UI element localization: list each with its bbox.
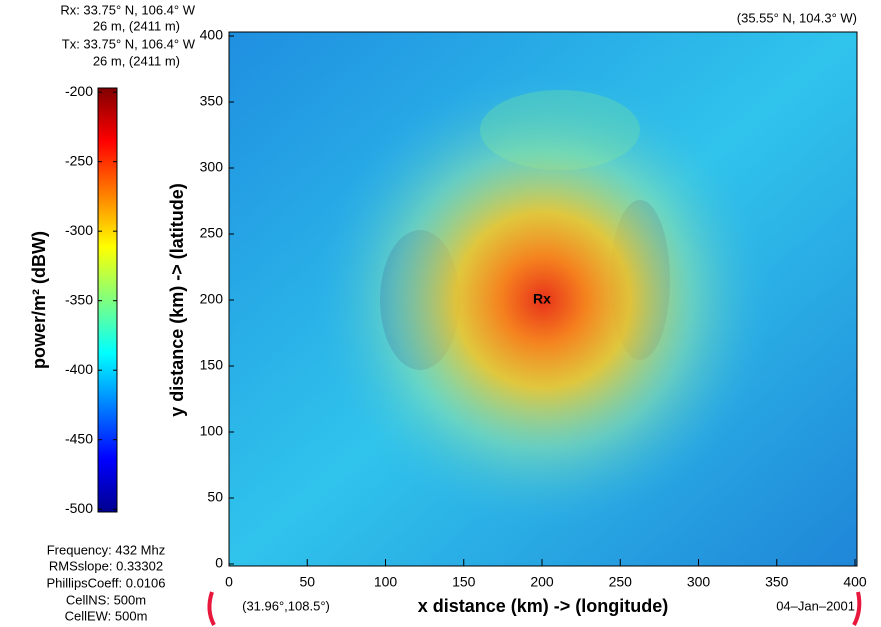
- annotation: RMSslope: 0.33302: [49, 558, 163, 573]
- annotation: (35.55° N, 104.3° W): [737, 10, 857, 25]
- x-tick-label: 100: [374, 574, 398, 590]
- annotation: Frequency: 432 Mhz: [47, 542, 166, 557]
- annotation: 04–Jan–2001: [776, 598, 855, 613]
- annotation: 26 m, (2411 m): [93, 18, 180, 33]
- colorbar-tick-label: -200: [65, 83, 93, 99]
- y-tick-label: 300: [200, 159, 224, 175]
- chart: power/m² (dBW) y distance (km) -> (latit…: [0, 0, 881, 627]
- x-tick-label: 250: [609, 574, 633, 590]
- colorbar: [98, 88, 117, 512]
- annotation: CellEW: 500m: [65, 608, 148, 623]
- x-tick-label: 350: [765, 574, 789, 590]
- colorbar-tick-label: -500: [65, 500, 93, 516]
- colorbar-tick-label: -250: [65, 152, 93, 168]
- colorbar-tick-label: -300: [65, 222, 93, 238]
- y-tick-label: 100: [200, 423, 224, 439]
- y-tick-label: 50: [207, 489, 223, 505]
- annotation: PhillipsCoeff: 0.0106: [46, 575, 165, 590]
- annotation: Rx: 33.75° N, 106.4° W: [60, 2, 195, 17]
- rx-marker: Rx: [533, 291, 551, 307]
- colorbar-label: power/m² (dBW): [29, 231, 49, 369]
- y-tick-label: 400: [200, 27, 224, 43]
- annotation: (31.96°,108.5°): [242, 598, 330, 613]
- colorbar-tick-label: -350: [65, 291, 93, 307]
- x-tick-label: 400: [843, 574, 867, 590]
- y-tick-label: 250: [200, 225, 224, 241]
- y-tick-label: 150: [200, 357, 224, 373]
- x-tick-label: 300: [687, 574, 711, 590]
- x-tick-label: 50: [299, 574, 315, 590]
- annotation: Tx: 33.75° N, 106.4° W: [62, 36, 196, 51]
- annotation: CellNS: 500m: [66, 592, 146, 607]
- y-tick-label: 0: [215, 555, 223, 571]
- x-tick-label: 0: [225, 574, 233, 590]
- y-axis-label: y distance (km) -> (latitude): [167, 183, 187, 417]
- y-tick-label: 350: [200, 93, 224, 109]
- decoration: [209, 592, 214, 625]
- x-tick-label: 150: [452, 574, 476, 590]
- annotation: 26 m, (2411 m): [93, 53, 180, 68]
- colorbar-tick-label: -400: [65, 361, 93, 377]
- colorbar-tick-label: -450: [65, 430, 93, 446]
- x-axis-label: x distance (km) -> (longitude): [418, 596, 669, 616]
- x-tick-label: 200: [530, 574, 554, 590]
- y-tick-label: 200: [200, 291, 224, 307]
